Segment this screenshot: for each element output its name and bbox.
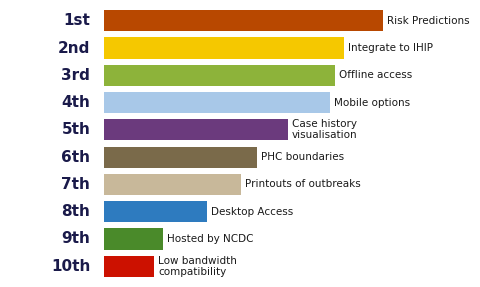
Text: 10th: 10th xyxy=(51,259,90,274)
Text: Integrate to IHIP: Integrate to IHIP xyxy=(348,43,433,53)
Text: 2nd: 2nd xyxy=(58,40,90,55)
Text: Case history
visualisation: Case history visualisation xyxy=(292,119,358,140)
Text: 6th: 6th xyxy=(61,150,90,165)
Bar xyxy=(104,228,163,250)
Bar xyxy=(104,10,383,31)
Text: Hosted by NCDC: Hosted by NCDC xyxy=(167,234,253,244)
Bar xyxy=(104,256,154,277)
Bar xyxy=(104,65,335,86)
Bar xyxy=(104,146,257,168)
Bar xyxy=(104,174,240,195)
Bar xyxy=(104,201,207,222)
Text: Low bandwidth
compatibility: Low bandwidth compatibility xyxy=(158,256,237,277)
Text: Printouts of outbreaks: Printouts of outbreaks xyxy=(245,179,360,189)
Text: Risk Predictions: Risk Predictions xyxy=(387,16,469,26)
Text: Offline access: Offline access xyxy=(339,70,413,80)
Bar xyxy=(104,92,330,113)
Bar xyxy=(104,119,288,141)
Text: Desktop Access: Desktop Access xyxy=(211,207,294,217)
Text: 8th: 8th xyxy=(61,204,90,219)
Text: 4th: 4th xyxy=(61,95,90,110)
Text: 5th: 5th xyxy=(61,122,90,137)
Text: 1st: 1st xyxy=(63,13,90,28)
Text: 3rd: 3rd xyxy=(61,68,90,83)
Bar xyxy=(104,37,344,59)
Text: 9th: 9th xyxy=(61,232,90,247)
Text: Mobile options: Mobile options xyxy=(334,98,410,108)
Text: 7th: 7th xyxy=(61,177,90,192)
Text: PHC boundaries: PHC boundaries xyxy=(262,152,345,162)
